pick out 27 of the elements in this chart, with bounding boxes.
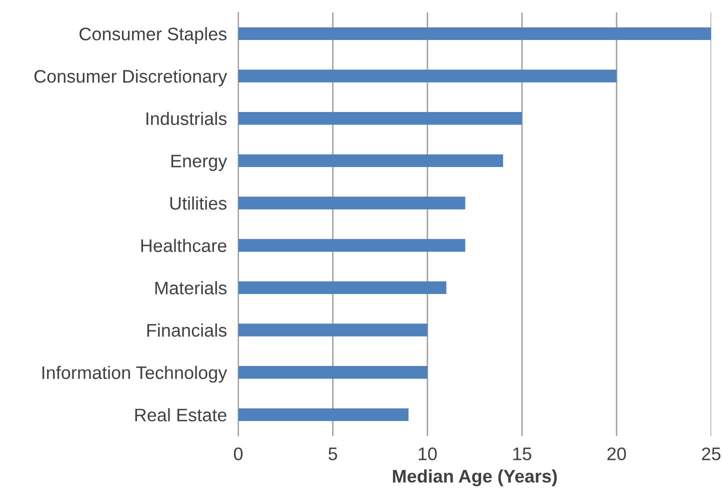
bar bbox=[238, 154, 504, 168]
y-tick-label: Materials bbox=[155, 281, 226, 294]
y-tick-label: Consumer Discretionary bbox=[34, 69, 228, 86]
bar bbox=[238, 196, 466, 210]
y-tick-label: Financials bbox=[147, 323, 226, 337]
x-tick-label: 20 bbox=[607, 447, 626, 460]
y-tick-label: Real Estate bbox=[135, 408, 226, 422]
x-tick-label: 15 bbox=[513, 448, 532, 460]
bar bbox=[238, 70, 617, 82]
y-tick-label: Utilities bbox=[170, 196, 226, 210]
bar bbox=[238, 408, 409, 422]
y-tick-label: Industrials bbox=[146, 112, 226, 126]
bar bbox=[238, 324, 428, 336]
x-tick-label: 10 bbox=[418, 447, 437, 460]
bar bbox=[238, 112, 522, 125]
bar bbox=[238, 366, 428, 379]
x-axis-title: Median Age (Years) bbox=[392, 469, 557, 486]
x-tick-label: 0 bbox=[234, 447, 243, 460]
y-tick-label: Energy bbox=[171, 154, 228, 171]
x-tick-label: 5 bbox=[328, 448, 338, 460]
y-tick-label: Consumer Staples bbox=[80, 27, 227, 44]
x-tick-label: 25 bbox=[702, 447, 720, 460]
bar bbox=[238, 281, 446, 294]
bar bbox=[238, 27, 712, 40]
bar bbox=[238, 239, 466, 252]
y-tick-label: Information Technology bbox=[42, 366, 228, 383]
y-tick-label: Healthcare bbox=[141, 238, 226, 252]
